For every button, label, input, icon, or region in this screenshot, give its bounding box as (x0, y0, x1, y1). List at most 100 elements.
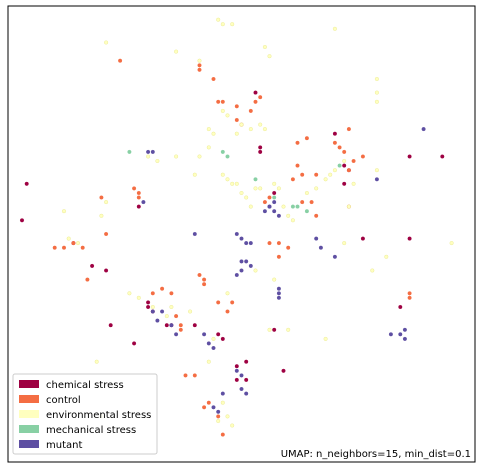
point-mechanical-stress-5 (295, 204, 300, 209)
point-control-1 (132, 186, 137, 191)
points-layer (20, 17, 454, 437)
point-chemical-stress-33 (440, 154, 445, 159)
series-environmental-stress (62, 17, 454, 428)
point-control-0 (118, 58, 123, 63)
point-mechanical-stress-8 (337, 163, 342, 168)
point-control-55 (225, 309, 230, 314)
point-control-14 (216, 414, 221, 419)
point-environmental-stress-15 (211, 131, 216, 136)
point-control-64 (407, 295, 412, 300)
legend-label-mutant: mutant (46, 440, 82, 451)
point-control-17 (197, 67, 202, 72)
point-mutant-43 (239, 268, 244, 273)
legend: chemical stress control environmental stre… (12, 373, 158, 455)
point-environmental-stress-45 (332, 168, 337, 173)
point-control-9 (178, 323, 183, 328)
series-control (52, 58, 412, 437)
point-control-39 (351, 158, 356, 163)
point-environmental-stress-29 (230, 181, 235, 186)
point-chemical-stress-0 (20, 218, 25, 223)
point-mutant-30 (239, 373, 244, 378)
point-environmental-stress-73 (66, 236, 71, 241)
point-control-32 (300, 172, 305, 177)
point-environmental-stress-18 (174, 154, 179, 159)
point-chemical-stress-21 (258, 145, 263, 150)
point-chemical-stress-32 (407, 154, 412, 159)
point-control-29 (276, 254, 281, 259)
point-chemical-stress-25 (281, 368, 286, 373)
point-chemical-stress-1 (24, 181, 29, 186)
point-mechanical-stress-3 (253, 177, 258, 182)
point-control-43 (52, 245, 57, 250)
point-environmental-stress-42 (314, 186, 319, 191)
point-mutant-2 (141, 200, 146, 205)
point-environmental-stress-30 (234, 181, 239, 186)
point-control-16 (197, 63, 202, 68)
point-chemical-stress-31 (407, 236, 412, 241)
legend-label-mechanical-stress: mechanical stress (46, 425, 136, 436)
legend-swatch-chemical-stress (19, 380, 39, 388)
point-environmental-stress-66 (323, 336, 328, 341)
point-environmental-stress-20 (206, 145, 211, 150)
point-environmental-stress-32 (244, 195, 249, 200)
point-control-34 (332, 140, 337, 145)
point-chemical-stress-20 (253, 90, 258, 95)
point-control-26 (267, 195, 272, 200)
point-control-2 (136, 190, 141, 195)
legend-swatch-mechanical-stress (19, 425, 39, 433)
point-chemical-stress-17 (244, 377, 249, 382)
point-environmental-stress-53 (449, 241, 454, 246)
point-environmental-stress-67 (94, 359, 99, 364)
point-environmental-stress-72 (216, 419, 221, 424)
point-environmental-stress-9 (374, 76, 379, 81)
point-environmental-stress-75 (169, 305, 174, 310)
point-environmental-stress-54 (384, 254, 389, 259)
point-control-30 (290, 177, 295, 182)
point-mutant-23 (160, 309, 165, 314)
point-mutant-1 (150, 149, 155, 154)
legend-swatch-mutant (19, 440, 39, 448)
point-mutant-13 (276, 213, 281, 218)
point-environmental-stress-25 (155, 158, 160, 163)
point-mutant-25 (174, 332, 179, 337)
point-control-57 (295, 140, 300, 145)
point-environmental-stress-22 (258, 122, 263, 127)
point-control-35 (337, 145, 342, 150)
point-control-28 (286, 245, 291, 250)
legend-swatch-environmental-stress (19, 410, 39, 418)
point-mutant-10 (248, 263, 253, 268)
point-environmental-stress-63 (206, 359, 211, 364)
point-chemical-stress-18 (244, 359, 249, 364)
point-mutant-32 (239, 387, 244, 392)
point-mechanical-stress-6 (304, 209, 309, 214)
point-environmental-stress-43 (323, 177, 328, 182)
point-environmental-stress-21 (234, 131, 239, 136)
point-control-58 (304, 136, 309, 141)
point-environmental-stress-69 (220, 400, 225, 405)
point-chemical-stress-3 (90, 263, 95, 268)
point-control-10 (183, 373, 188, 378)
point-mutant-41 (272, 200, 277, 205)
point-mutant-35 (402, 327, 407, 332)
point-chemical-stress-5 (108, 323, 113, 328)
point-environmental-stress-17 (248, 127, 253, 132)
point-control-51 (197, 273, 202, 278)
point-control-54 (216, 300, 221, 305)
point-environmental-stress-12 (220, 108, 225, 113)
legend-label-chemical-stress: chemical stress (46, 380, 124, 391)
point-environmental-stress-77 (370, 268, 375, 273)
point-chemical-stress-4 (104, 268, 109, 273)
series-chemical-stress (20, 90, 445, 382)
point-chemical-stress-15 (220, 336, 225, 341)
point-mutant-9 (244, 259, 249, 264)
point-chemical-stress-34 (398, 305, 403, 310)
point-control-21 (248, 108, 253, 113)
point-environmental-stress-78 (225, 291, 230, 296)
point-mechanical-stress-0 (127, 149, 132, 154)
point-chemical-stress-22 (258, 149, 263, 154)
point-mutant-18 (276, 286, 281, 291)
point-environmental-stress-39 (286, 213, 291, 218)
point-environmental-stress-37 (276, 186, 281, 191)
point-environmental-stress-64 (267, 327, 272, 332)
point-control-18 (211, 76, 216, 81)
